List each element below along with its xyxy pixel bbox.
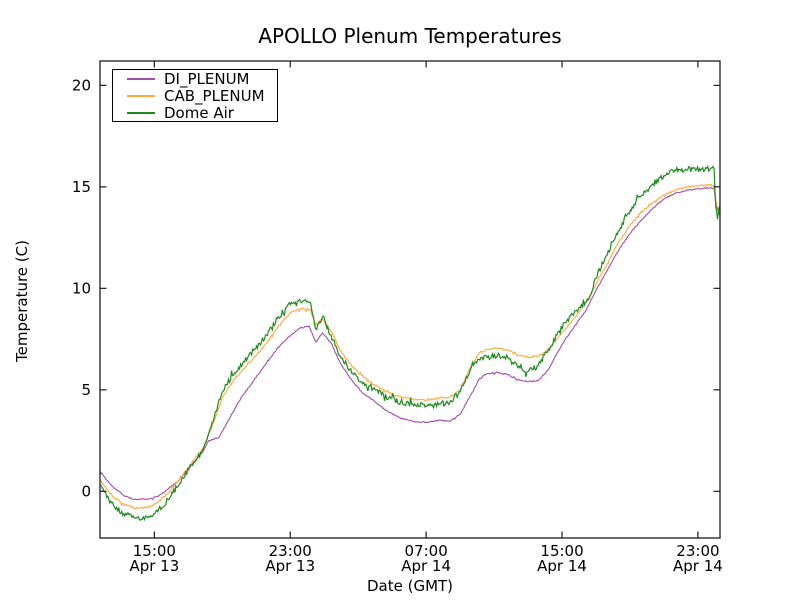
axes-frame: [99, 60, 721, 539]
y-tick-label: 5: [81, 381, 91, 399]
legend-line-swatch-cab-plenum: [127, 94, 155, 97]
x-tick-date: Apr 14: [537, 557, 587, 575]
legend-line-swatch-dome-air: [127, 111, 155, 114]
x-tick-time: 15:00: [540, 542, 583, 560]
x-tick-time: 23:00: [269, 542, 312, 560]
x-tick-date: Apr 14: [673, 557, 723, 575]
legend: DI_PLENUM CAB_PLENUM Dome Air: [112, 69, 278, 122]
y-tick-label: 10: [72, 279, 91, 297]
y-tick-label: 0: [81, 482, 91, 500]
legend-item-cab-plenum: CAB_PLENUM: [127, 88, 277, 104]
chart-title: APOLLO Plenum Temperatures: [258, 24, 562, 48]
plot-series: [100, 164, 720, 522]
y-tick-label: 15: [72, 178, 91, 196]
legend-item-di-plenum: DI_PLENUM: [127, 71, 277, 87]
legend-label-dome-air: Dome Air: [164, 103, 234, 122]
legend-label-cab-plenum: CAB_PLENUM: [164, 86, 265, 105]
x-axis-label: Date (GMT): [366, 577, 454, 595]
series-line-dome-air: [100, 164, 720, 522]
y-tick-label: 20: [72, 76, 91, 94]
x-tick-date: Apr 13: [129, 557, 179, 575]
x-tick-date: Apr 14: [401, 557, 451, 575]
series-line-di-plenum: [100, 187, 720, 501]
legend-line-swatch-di-plenum: [127, 77, 155, 80]
x-tick-time: 23:00: [676, 542, 719, 560]
x-tick-time: 15:00: [133, 542, 176, 560]
legend-label-di-plenum: DI_PLENUM: [164, 69, 250, 88]
axis-ticks: [100, 61, 720, 538]
x-tick-time: 07:00: [405, 542, 448, 560]
legend-item-dome-air: Dome Air: [127, 105, 277, 121]
x-tick-date: Apr 13: [265, 557, 315, 575]
y-axis-label: Temperature (C): [13, 240, 31, 362]
series-line-cab-plenum: [100, 183, 720, 510]
